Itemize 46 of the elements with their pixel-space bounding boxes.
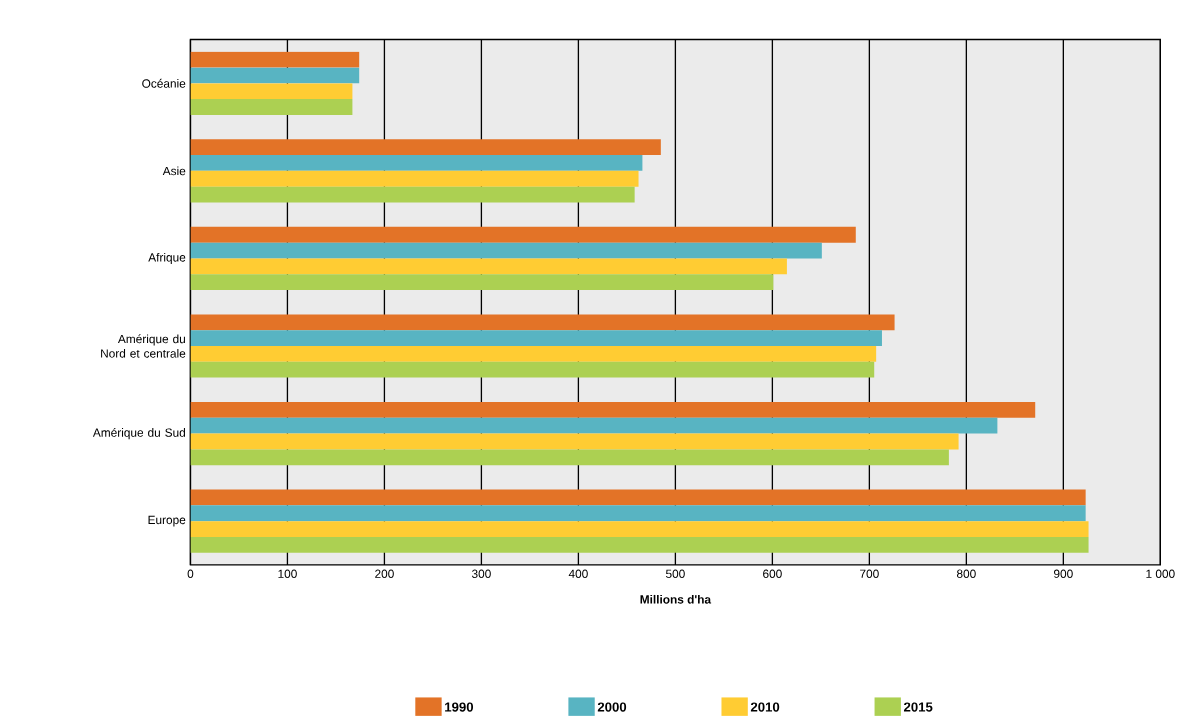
legend-label: 1990 — [445, 702, 474, 712]
bar — [190, 83, 353, 100]
x-tick-label: 300 — [471, 569, 491, 578]
y-tick-label: Océanie — [142, 78, 186, 88]
bar — [190, 521, 1089, 537]
x-tick-label: 500 — [665, 569, 685, 578]
bar — [190, 330, 882, 347]
bar — [190, 51, 360, 68]
bar — [190, 274, 774, 291]
bar — [190, 361, 875, 378]
legend-label: 2010 — [750, 702, 780, 712]
legend-label: 2015 — [903, 702, 933, 712]
bar — [190, 489, 1086, 506]
bar — [190, 449, 949, 466]
x-axis-title: Millions d'ha — [640, 594, 712, 604]
bar — [190, 258, 787, 275]
legend-label: 2000 — [597, 702, 627, 712]
bar — [190, 417, 998, 434]
bar — [190, 242, 822, 259]
bar — [190, 314, 895, 331]
bar — [190, 433, 959, 450]
x-tick-label: 0 — [187, 569, 194, 578]
bar — [190, 226, 856, 243]
bar — [190, 536, 1089, 553]
x-tick-label: 200 — [375, 569, 394, 578]
y-tick-label: Asie — [162, 166, 186, 176]
y-tick-label: Europe — [148, 515, 186, 527]
x-tick-label: 400 — [568, 569, 588, 578]
bar — [190, 155, 643, 171]
y-tick-label: Amérique du Sud — [92, 427, 185, 440]
bar — [190, 346, 877, 362]
x-tick-label: 900 — [1054, 569, 1073, 578]
x-tick-label: 700 — [860, 569, 879, 578]
x-tick-label: 1 000 — [1146, 569, 1175, 578]
y-tick-label: Amérique du Nord et centrale — [101, 334, 186, 358]
bar — [190, 401, 1036, 418]
bar — [190, 139, 661, 156]
x-tick-label: 100 — [278, 569, 297, 578]
bar — [190, 170, 639, 187]
bar — [190, 67, 360, 84]
y-tick-label: Afrique — [148, 252, 186, 264]
x-tick-label: 800 — [956, 569, 976, 578]
bar — [190, 99, 353, 115]
bar — [190, 186, 635, 203]
x-tick-label: 600 — [763, 569, 782, 578]
bar — [190, 505, 1086, 522]
